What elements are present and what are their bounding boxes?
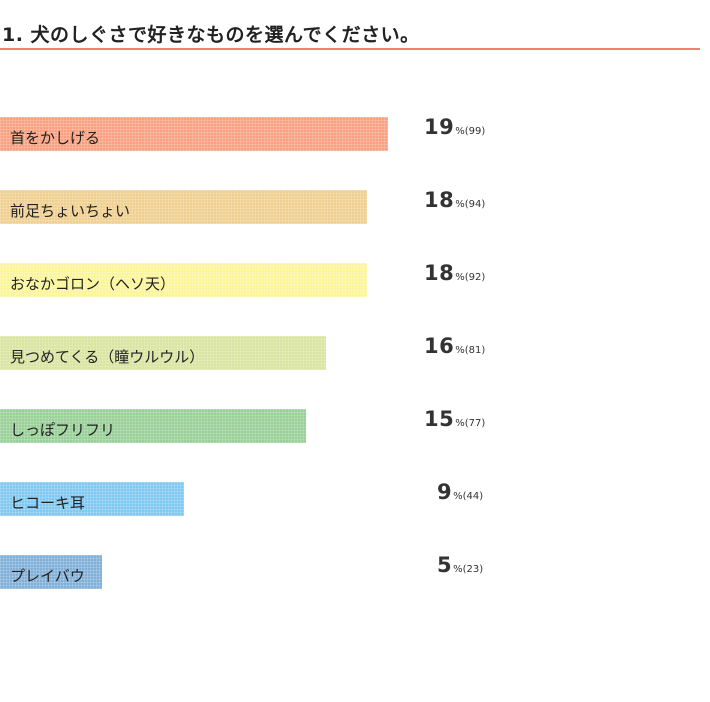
bar-value: 15%(77) [424, 407, 485, 431]
bar-label: 見つめてくる（瞳ウルウル） [10, 348, 205, 366]
percent-value: 19 [424, 115, 455, 139]
bar-value: 5%(23) [437, 553, 483, 577]
count-value: (44) [462, 491, 484, 502]
bar [0, 336, 327, 370]
percent-value: 5 [437, 553, 453, 577]
bar-label: プレイバウ [10, 567, 85, 585]
page-title: 1. 犬のしぐさで好きなものを選んでください。 [2, 24, 420, 46]
bar-label: 首をかしげる [10, 129, 101, 147]
bar [0, 117, 388, 151]
percent-value: 15 [424, 407, 455, 431]
count-value: (81) [464, 345, 486, 356]
percent-value: 18 [424, 188, 455, 212]
bar-row: プレイバウ 5%(23) [0, 553, 700, 591]
bar-row: 見つめてくる（瞳ウルウル） 16%(81) [0, 334, 700, 372]
percent-unit: % [455, 345, 465, 356]
bar [0, 482, 184, 516]
bar-value: 19%(99) [424, 115, 485, 139]
bar-label: ヒコーキ耳 [10, 494, 86, 512]
bar-value: 18%(94) [424, 188, 485, 212]
bar-value: 16%(81) [424, 334, 485, 358]
count-value: (94) [464, 199, 486, 210]
percent-unit: % [455, 126, 465, 137]
bar-row: ヒコーキ耳 9%(44) [0, 480, 700, 518]
bar-row: おなかゴロン（ヘソ天） 18%(92) [0, 261, 700, 299]
percent-value: 16 [424, 334, 455, 358]
bar-label: しっぽフリフリ [10, 421, 116, 439]
percent-value: 9 [437, 480, 453, 504]
bar [0, 409, 306, 443]
percent-unit: % [453, 491, 463, 502]
bar-value: 18%(92) [424, 261, 485, 285]
count-value: (23) [462, 564, 484, 575]
count-value: (92) [464, 272, 486, 283]
percent-unit: % [455, 418, 465, 429]
bar-label: 前足ちょいちょい [10, 202, 131, 220]
count-value: (99) [464, 126, 486, 137]
bar-row: しっぽフリフリ 15%(77) [0, 407, 700, 445]
bar-row: 前足ちょいちょい 18%(94) [0, 188, 700, 226]
bar [0, 263, 368, 297]
title-rule [0, 48, 700, 50]
bar [0, 555, 102, 589]
bar-value: 9%(44) [437, 480, 483, 504]
bar-label: おなかゴロン（ヘソ天） [10, 275, 176, 293]
bar-row: 首をかしげる 19%(99) [0, 115, 700, 153]
percent-unit: % [455, 199, 465, 210]
bar [0, 190, 368, 224]
percent-unit: % [453, 564, 463, 575]
percent-unit: % [455, 272, 465, 283]
count-value: (77) [464, 418, 486, 429]
percent-value: 18 [424, 261, 455, 285]
